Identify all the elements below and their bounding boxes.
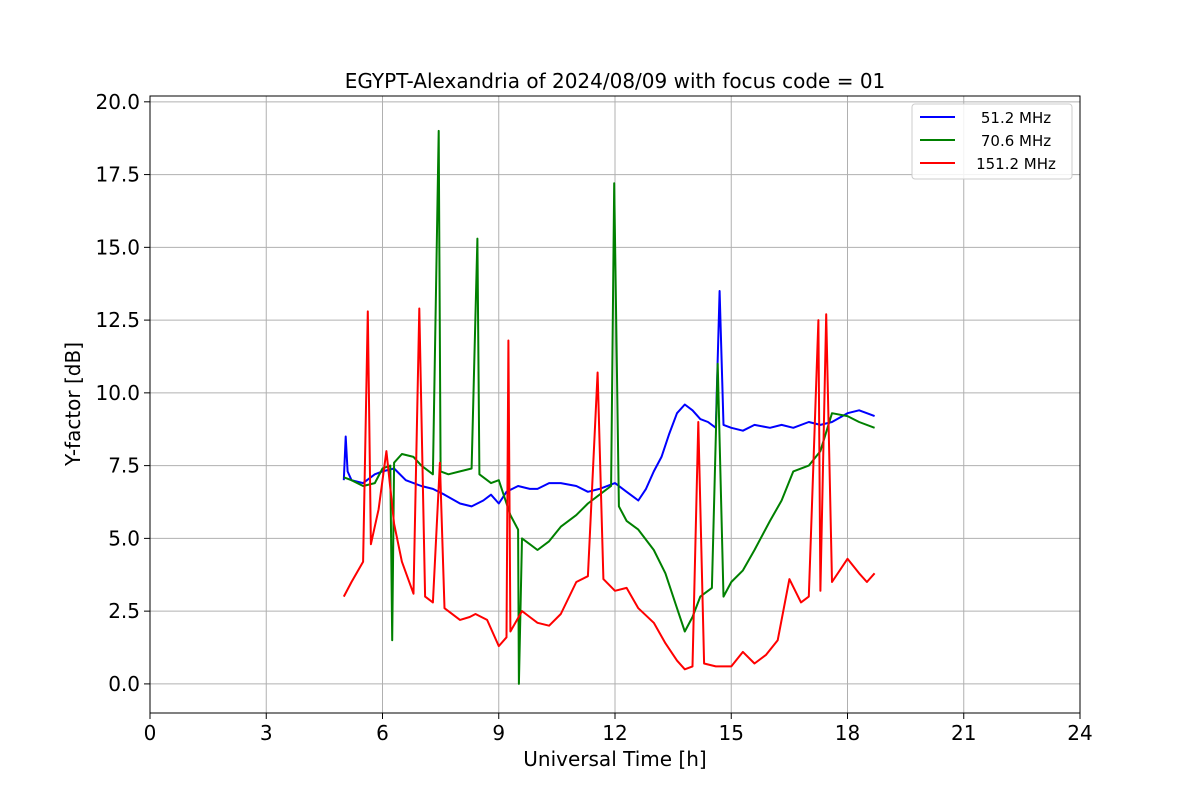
y-tick-label: 17.5 bbox=[95, 163, 140, 187]
x-tick-label: 9 bbox=[492, 721, 505, 745]
series-line-0 bbox=[342, 290, 875, 508]
y-tick-label: 12.5 bbox=[95, 308, 140, 332]
x-tick-label: 24 bbox=[1067, 721, 1092, 745]
y-tick-label: 5.0 bbox=[108, 526, 140, 550]
legend-label-51mhz: 51.2 MHz bbox=[981, 109, 1051, 127]
legend: 51.2 MHz 70.6 MHz 151.2 MHz bbox=[911, 103, 1073, 180]
series-line-2 bbox=[342, 307, 876, 671]
series-lines bbox=[342, 129, 876, 685]
x-tick-label: 6 bbox=[376, 721, 389, 745]
y-tick-label: 20.0 bbox=[95, 90, 140, 114]
x-tick-label: 3 bbox=[260, 721, 273, 745]
x-tick-label: 15 bbox=[719, 721, 744, 745]
x-tick-label: 21 bbox=[951, 721, 976, 745]
y-tick-label: 2.5 bbox=[108, 599, 140, 623]
series-line-1 bbox=[343, 129, 875, 685]
y-tick-label: 0.0 bbox=[108, 672, 140, 696]
legend-label-151mhz: 151.2 MHz bbox=[976, 155, 1056, 173]
legend-box bbox=[911, 103, 1073, 180]
x-tick-label: 0 bbox=[144, 721, 157, 745]
chart-title: EGYPT-Alexandria of 2024/08/09 with focu… bbox=[345, 69, 886, 93]
y-tick-label: 7.5 bbox=[108, 454, 140, 478]
x-tick-label: 12 bbox=[602, 721, 627, 745]
y-tick-label: 15.0 bbox=[95, 235, 140, 259]
y-axis-label: Y-factor [dB] bbox=[61, 342, 85, 467]
x-ticks: 0 3 6 9 12 15 18 21 24 bbox=[144, 713, 1093, 745]
x-axis-label: Universal Time [h] bbox=[523, 747, 706, 771]
legend-label-70mhz: 70.6 MHz bbox=[981, 132, 1051, 150]
y-ticks: 0.0 2.5 5.0 7.5 10.0 12.5 15.0 17.5 20.0 bbox=[95, 90, 150, 696]
y-tick-label: 10.0 bbox=[95, 381, 140, 405]
x-tick-label: 18 bbox=[835, 721, 860, 745]
